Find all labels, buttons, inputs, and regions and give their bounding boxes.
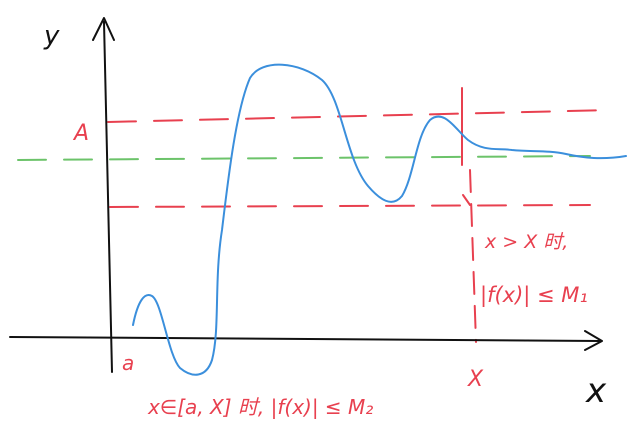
upper-bound-dashed-line <box>107 109 613 123</box>
label-a: a <box>122 351 134 375</box>
x-axis-label: x <box>585 371 607 411</box>
condition-bottom: x∈[a, X] 时, |f(x)| ≤ M₂ <box>147 395 373 419</box>
limit-A-dashed-line <box>17 155 591 161</box>
label-A: A <box>72 121 89 146</box>
lower-bound-dashed-line <box>109 204 591 208</box>
label-X: X <box>467 367 484 392</box>
y-axis <box>92 17 115 373</box>
condition-right-line2: |f(x)| ≤ M₁ <box>480 283 588 308</box>
function-curve <box>132 63 627 376</box>
x-axis <box>9 330 603 351</box>
x-equals-X-tick <box>462 194 471 206</box>
y-axis-label: y <box>43 21 60 51</box>
condition-right-line1: x > X 时, <box>484 231 568 253</box>
x-equals-X-vertical-dashed-line <box>469 169 477 343</box>
